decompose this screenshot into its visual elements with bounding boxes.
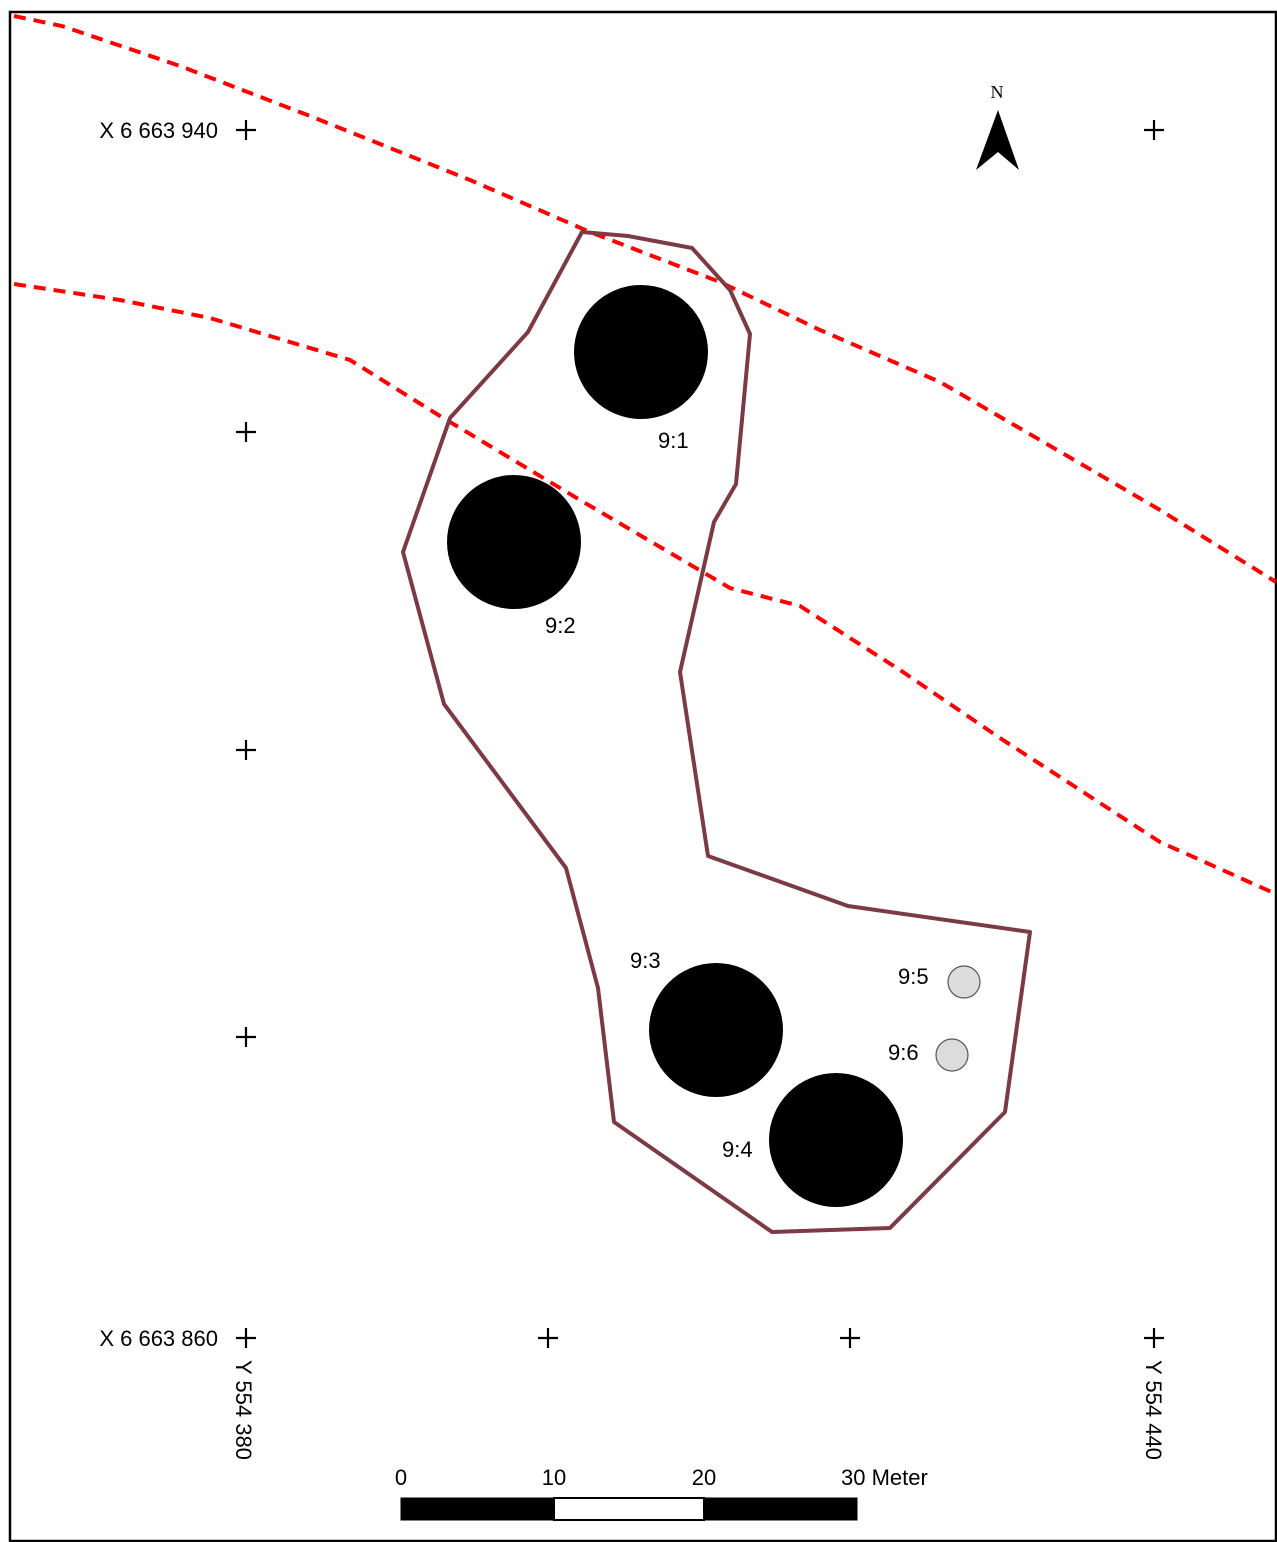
feature-9-2-marker[interactable] bbox=[447, 475, 581, 609]
feature-9-1[interactable]: 9:1 bbox=[574, 285, 708, 453]
feature-9-3[interactable]: 9:3 bbox=[630, 948, 783, 1097]
feature-9-1-label: 9:1 bbox=[658, 428, 689, 453]
grid-cross bbox=[1144, 1328, 1164, 1348]
grid-crosses bbox=[236, 120, 1164, 1348]
grid-cross bbox=[236, 1328, 256, 1348]
feature-9-4-label: 9:4 bbox=[722, 1137, 753, 1162]
grid-cross bbox=[538, 1328, 558, 1348]
scale-bar-segment-1 bbox=[400, 1497, 555, 1521]
feature-9-5-label: 9:5 bbox=[898, 964, 929, 989]
grid-cross bbox=[236, 1027, 256, 1047]
site-boundary-polygon bbox=[401, 230, 1032, 1234]
scale-label-10: 10 bbox=[542, 1465, 566, 1490]
scale-label-30: 30 Meter bbox=[841, 1465, 928, 1490]
coord-label-y-right: Y 554 440 bbox=[1141, 1360, 1166, 1460]
coord-label-y-left: Y 554 380 bbox=[231, 1360, 256, 1460]
scale-label-0: 0 bbox=[395, 1465, 407, 1490]
dashed-boundary-line-upper bbox=[13, 14, 1277, 584]
feature-9-5-marker[interactable] bbox=[947, 965, 981, 999]
scale-bar-segment-2 bbox=[553, 1497, 705, 1521]
north-arrow-icon bbox=[976, 110, 1019, 170]
feature-9-4-marker[interactable] bbox=[769, 1073, 903, 1207]
feature-9-2[interactable]: 9:2 bbox=[447, 475, 581, 638]
grid-cross bbox=[236, 422, 256, 442]
feature-9-6-marker[interactable] bbox=[935, 1038, 969, 1072]
coord-label-x-bottom: X 6 663 860 bbox=[99, 1326, 218, 1351]
feature-9-6[interactable]: 9:6 bbox=[888, 1038, 969, 1072]
feature-9-2-label: 9:2 bbox=[545, 613, 576, 638]
coord-label-x-top: X 6 663 940 bbox=[99, 118, 218, 143]
scale-bar: 0 10 20 30 Meter bbox=[395, 1465, 928, 1521]
map-frame bbox=[8, 10, 1277, 1542]
feature-9-3-label: 9:3 bbox=[630, 948, 661, 973]
north-arrow-label: N bbox=[991, 82, 1004, 102]
grid-cross bbox=[236, 740, 256, 760]
feature-9-4[interactable]: 9:4 bbox=[722, 1073, 903, 1207]
feature-9-6-label: 9:6 bbox=[888, 1040, 919, 1065]
feature-9-3-marker[interactable] bbox=[649, 963, 783, 1097]
grid-cross bbox=[840, 1328, 860, 1348]
feature-9-1-marker[interactable] bbox=[574, 285, 708, 419]
north-arrow: N bbox=[976, 82, 1019, 170]
dashed-boundary-line-lower bbox=[13, 282, 1277, 896]
scale-bar-segment-3 bbox=[703, 1497, 858, 1521]
feature-9-5[interactable]: 9:5 bbox=[898, 964, 981, 999]
grid-cross bbox=[236, 120, 256, 140]
grid-cross bbox=[1144, 120, 1164, 140]
scale-label-20: 20 bbox=[692, 1465, 716, 1490]
